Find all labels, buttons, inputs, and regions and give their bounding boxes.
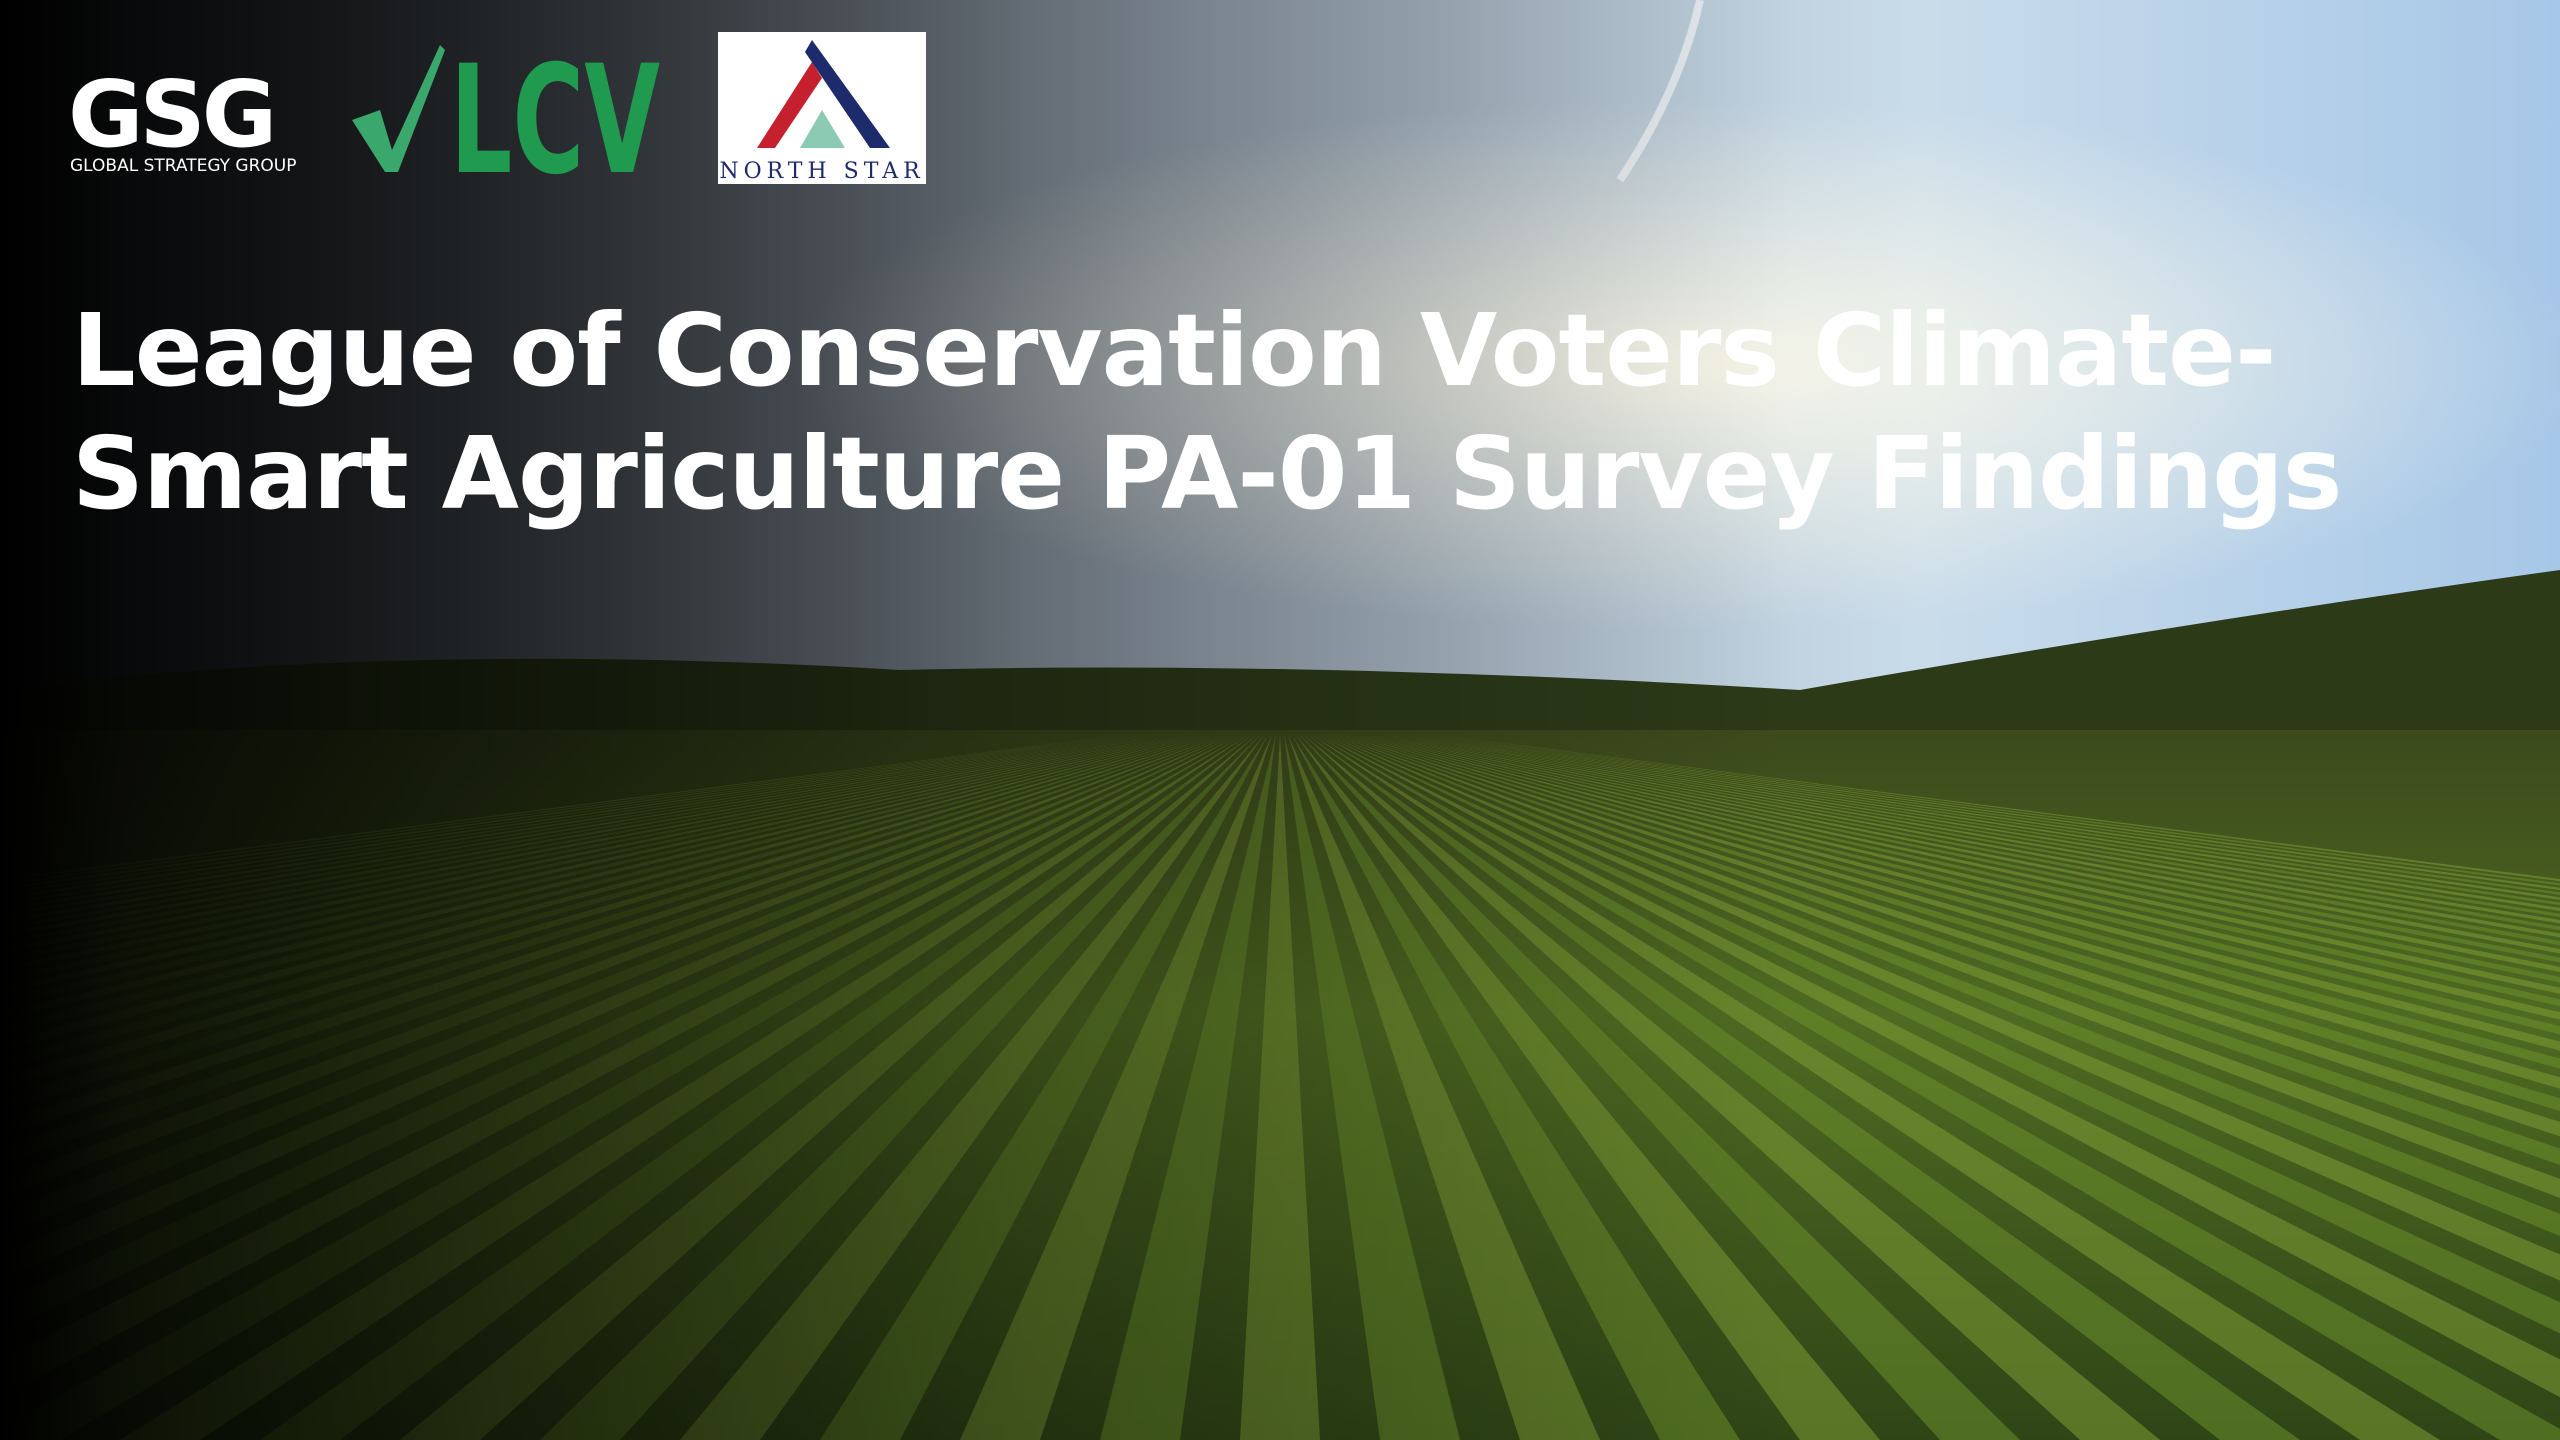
gsg-tagline: GLOBAL STRATEGY GROUP: [70, 156, 297, 176]
north-star-green: [800, 110, 845, 148]
north-star-name: NORTH STAR: [719, 159, 924, 184]
gsg-logo: GSG GLOBAL STRATEGY GROUP: [68, 61, 297, 176]
lcv-logo: LCV: [352, 34, 660, 208]
lcv-name: LCV: [450, 34, 660, 208]
north-star-logo: NORTH STAR: [718, 32, 926, 184]
north-star-blue: [805, 40, 890, 148]
title-line: League of Conservation Voters Climate-: [72, 292, 2276, 409]
north-star-red: [757, 62, 822, 148]
title-line: Smart Agriculture PA-01 Survey Findings: [72, 415, 2341, 532]
gsg-name: GSG: [68, 61, 273, 168]
lcv-check: [352, 45, 445, 172]
